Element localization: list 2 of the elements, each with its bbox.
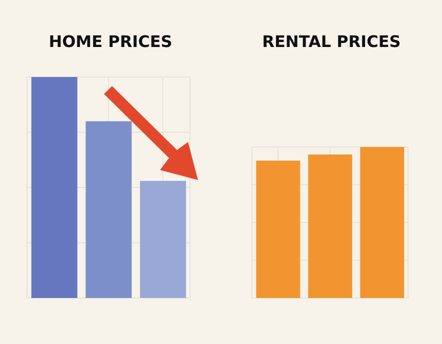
chart-title: HOME PRICES [48, 32, 174, 51]
chart-title: RENTAL PRICES [261, 32, 402, 51]
